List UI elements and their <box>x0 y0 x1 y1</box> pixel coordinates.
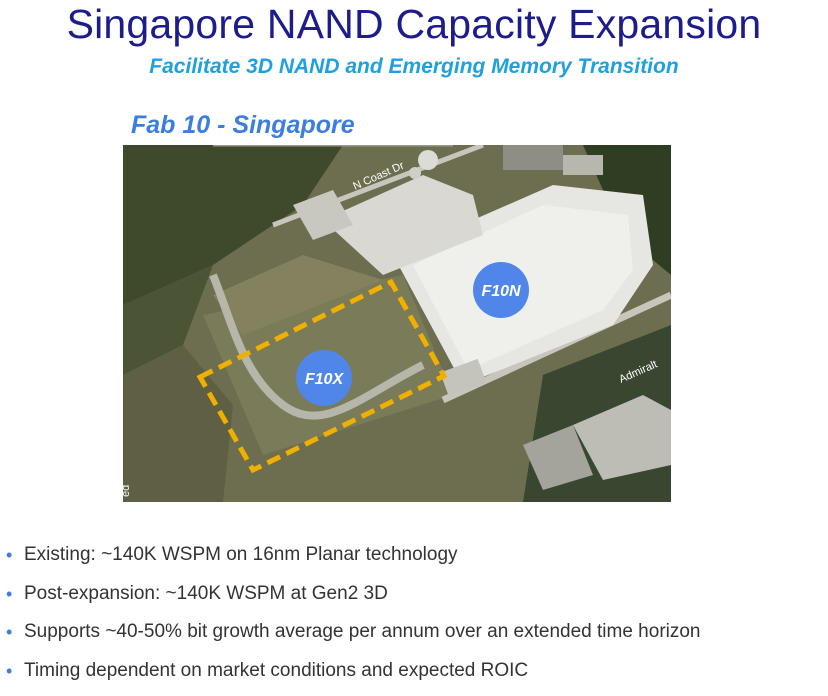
slide-title: Singapore NAND Capacity Expansion <box>0 0 828 48</box>
bullet-dot-icon: • <box>6 658 12 684</box>
slide-subtitle: Facilitate 3D NAND and Emerging Memory T… <box>0 55 828 79</box>
bullet-item: • Timing dependent on market conditions a… <box>6 658 701 696</box>
bullet-text: Timing dependent on market conditions an… <box>24 660 528 681</box>
bullet-text: Supports ~40-50% bit growth average per … <box>24 621 701 642</box>
bullet-text: Post-expansion: ~140K WSPM at Gen2 3D <box>24 583 388 604</box>
bullet-text: Existing: ~140K WSPM on 16nm Planar tech… <box>24 544 458 565</box>
bullet-dot-icon: • <box>6 619 12 645</box>
bullet-item: • Supports ~40-50% bit growth average per… <box>6 619 701 658</box>
bullet-list: • Existing: ~140K WSPM on 16nm Planar tec… <box>6 542 701 696</box>
aerial-map-image: N Coast Dr Admiralt ed F10N F10X <box>123 145 671 502</box>
bullet-dot-icon: • <box>6 581 12 607</box>
f10x-marker-label: F10X <box>305 371 345 388</box>
bullet-item: • Post-expansion: ~140K WSPM at Gen2 3D <box>6 581 701 620</box>
road-label-edge: ed <box>123 485 132 497</box>
f10n-marker-label: F10N <box>481 283 521 300</box>
aerial-map-drawing: N Coast Dr Admiralt ed F10N F10X <box>123 145 671 502</box>
fab-label: Fab 10 - Singapore <box>131 111 355 140</box>
bullet-dot-icon: • <box>6 542 12 568</box>
bullet-item: • Existing: ~140K WSPM on 16nm Planar tec… <box>6 542 701 581</box>
